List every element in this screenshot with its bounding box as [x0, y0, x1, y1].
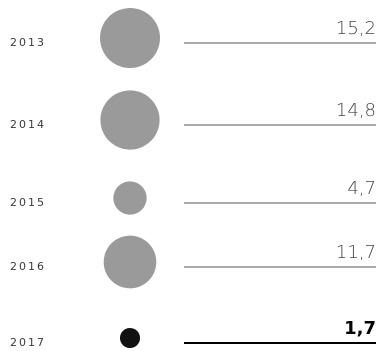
- year-label: 2016: [10, 260, 46, 273]
- value-label: 14,8: [336, 100, 376, 121]
- bubble-mark: [100, 8, 160, 68]
- year-label: 2014: [10, 118, 46, 131]
- value-label: 11,7: [336, 242, 376, 263]
- bubble-mark: [100, 90, 160, 150]
- value-label: 15,2: [336, 18, 376, 39]
- year-label: 2015: [10, 196, 46, 209]
- value-label: 4,7: [347, 178, 376, 199]
- year-label: 2013: [10, 36, 46, 49]
- bubble-mark: [103, 235, 157, 289]
- year-label: 2017: [10, 336, 46, 349]
- bubble-mark: [113, 181, 147, 215]
- bubble-mark: [119, 327, 141, 349]
- value-label: 1,7: [344, 318, 376, 339]
